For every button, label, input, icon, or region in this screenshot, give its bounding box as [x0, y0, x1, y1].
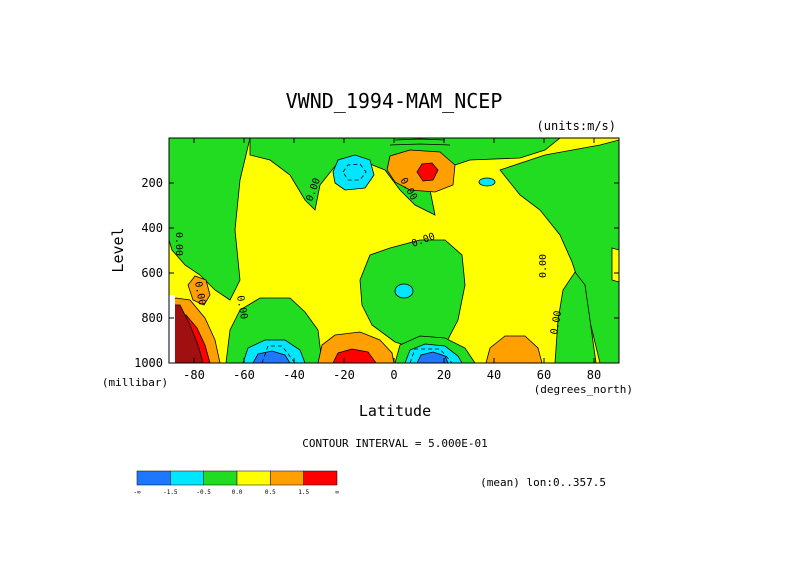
zero-label-9: 0.00 [192, 281, 207, 307]
band-green-middle [359, 239, 466, 351]
y-tick-label: 800 [141, 311, 163, 325]
x-tick-label: 0 [390, 368, 397, 382]
negative-contour-center [409, 348, 453, 363]
colorbar-swatch [136, 470, 171, 486]
colorbar-label: -∞ [133, 489, 141, 496]
colorbar-label: 1.5 [298, 489, 309, 496]
x-tick-label: -80 [183, 368, 205, 382]
band-red-top [416, 162, 439, 182]
band-green-left [169, 138, 251, 301]
colorbar-swatch [203, 470, 238, 486]
band-orange-left-upper [187, 275, 211, 306]
colorbar-swatch [303, 470, 338, 486]
zero-label-8: 0.00 [234, 295, 249, 321]
colorbar-label: -0.5 [196, 489, 211, 496]
x-tick-label: 60 [537, 368, 551, 382]
y-tick-label: 200 [141, 176, 163, 190]
contour-interval: CONTOUR INTERVAL = 5.000E-01 [302, 437, 487, 450]
zero-label-4: 0.00 [538, 254, 549, 278]
band-cyan-small-right [478, 177, 496, 187]
chart-title: VWND_1994-MAM_NCEP [286, 89, 503, 113]
x-axis-units: (degrees_north) [534, 383, 633, 396]
colorbar-swatch [170, 470, 204, 486]
band-green-right-top [499, 139, 619, 363]
zero-label-6: 0.00 [619, 175, 630, 199]
band-darkred-left [169, 304, 204, 363]
band-cyan-top [332, 154, 375, 191]
x-tick-label: 80 [587, 368, 601, 382]
x-axis: -80 -60 -40 -20 0 20 40 60 80 [183, 138, 601, 382]
negative-contour-top [342, 163, 367, 181]
band-orange-bottom-right [485, 335, 543, 363]
zero-label-5: 0.00 [549, 310, 564, 336]
x-tick-label: -40 [283, 368, 305, 382]
colorbar-label: -1.5 [163, 489, 178, 496]
y-axis-label: Level [109, 227, 127, 272]
y-tick-label: 400 [141, 221, 163, 235]
negative-contour-left [261, 345, 296, 363]
band-blue-bottom-center [416, 351, 449, 363]
contour-top-wave [389, 138, 451, 146]
y-axis: 200 400 600 800 1000 [134, 176, 619, 370]
colorbar: -∞ -1.5 -0.5 0.0 0.5 1.5 ∞ [133, 470, 339, 496]
mean-label: (mean) lon:0..357.5 [480, 476, 606, 489]
x-axis-label: Latitude [359, 402, 431, 420]
band-blue-bottom-left [252, 350, 291, 363]
x-tick-label: -60 [233, 368, 255, 382]
colorbar-label: 0.5 [265, 489, 276, 496]
band-cyan-small-center [394, 283, 414, 299]
colorbar-swatch [270, 470, 304, 486]
x-tick-label: 20 [437, 368, 451, 382]
units-label: (units:m/s) [537, 119, 616, 133]
plot-area: 0.00 0.00 0.00 0.00 0.00 0.00 0.00 0.00 … [169, 138, 630, 363]
missing-data-region [169, 295, 175, 363]
y-tick-label: 1000 [134, 356, 163, 370]
colorbar-label: 0.0 [232, 489, 243, 496]
band-green-right-bottom [554, 271, 597, 363]
colorbar-label: ∞ [335, 489, 339, 496]
x-tick-label: 40 [487, 368, 501, 382]
colorbar-swatch [236, 470, 271, 486]
x-tick-label: -20 [333, 368, 355, 382]
y-tick-label: 600 [141, 266, 163, 280]
y-axis-units: (millibar) [102, 376, 168, 389]
zero-label-7: 0.00 [173, 232, 184, 256]
